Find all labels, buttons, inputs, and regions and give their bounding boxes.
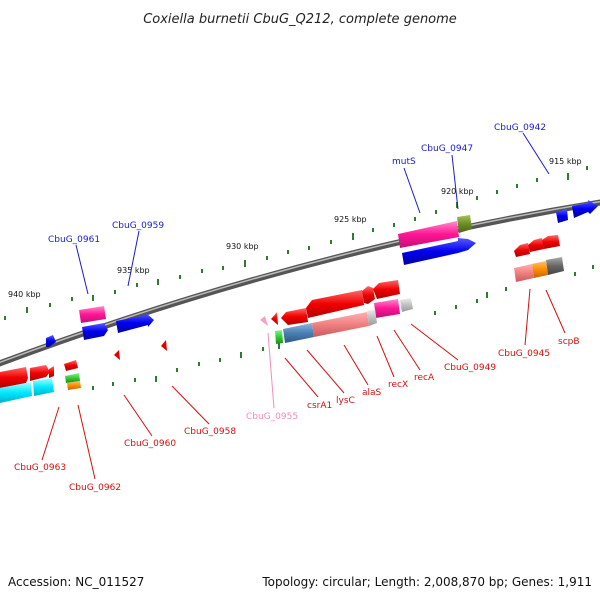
gene-scpb-gray [546, 257, 564, 275]
gene-cbug-0960 [114, 350, 120, 360]
reverse-labels: CbuG_0945 scpB CbuG_0949 recA recX alaS … [14, 288, 580, 493]
gene-cbug-0963-red [0, 367, 28, 388]
gene-cbug-0961b [82, 323, 108, 340]
gene-gray-small [367, 309, 377, 326]
gene-cbug-0945-red2 [528, 238, 544, 252]
label-muts: mutS [392, 157, 416, 167]
outer-ticks [4, 166, 588, 320]
gene-muts [398, 221, 459, 248]
label-cbug-0947: CbuG_0947 [421, 144, 473, 154]
label-scpb: scpB [558, 337, 580, 347]
label-recx: recX [388, 380, 408, 390]
gene-recx [362, 286, 375, 304]
footer-accession: Accession: NC_011527 [8, 575, 144, 589]
gene-cbug-0955 [260, 316, 268, 326]
label-alas: alaS [362, 388, 382, 398]
gene-cbug-0958 [161, 340, 167, 351]
gene-muts-blue [402, 238, 476, 265]
scale-label-930: 930 kbp [226, 242, 259, 251]
label-cbug-0960: CbuG_0960 [124, 439, 176, 449]
forward-genes [46, 200, 598, 347]
forward-labels: CbuG_0942 CbuG_0947 mutS CbuG_0959 CbuG_… [48, 123, 550, 295]
label-cbug-0942: CbuG_0942 [494, 123, 546, 133]
gene-cbug-0963 [0, 382, 32, 403]
gene-green-small [275, 330, 283, 344]
gene-cbug-0945 [514, 264, 534, 282]
label-cbug-0949: CbuG_0949 [444, 363, 496, 373]
footer-topology: Topology: circular; Length: 2,008,870 bp… [261, 575, 592, 589]
reverse-genes [0, 235, 564, 403]
gene-cbug-0945-red [514, 243, 530, 257]
label-cbug-0961: CbuG_0961 [48, 235, 100, 245]
label-cbug-0958: CbuG_0958 [184, 427, 236, 437]
gene-scpb [532, 261, 548, 278]
label-cbug-0959: CbuG_0959 [112, 221, 164, 231]
scale-label-935: 935 kbp [117, 266, 150, 275]
gene-reca [373, 280, 400, 299]
label-cbug-0963: CbuG_0963 [14, 463, 66, 473]
gene-cbug-0963-red2 [30, 365, 50, 381]
map-title: Coxiella burnetii CbuG_Q212, complete ge… [143, 12, 457, 27]
inner-ticks [92, 265, 594, 390]
label-cbug-0945: CbuG_0945 [498, 349, 550, 359]
gene-reca-b [374, 299, 400, 318]
scale-label-925: 925 kbp [334, 215, 367, 224]
label-cbug-0955: CbuG_0955 [246, 412, 298, 422]
gene-cbug-0961 [79, 306, 106, 323]
gene-cbug-0963b [33, 378, 54, 396]
gene-alas [306, 290, 364, 318]
gene-cbug-0962 [67, 381, 81, 390]
gene-cbug-0942b [572, 200, 598, 218]
label-cbug-0962: CbuG_0962 [69, 483, 121, 493]
gene-cbug-0962-green [65, 373, 80, 383]
gene-cbug-0962-red [64, 360, 78, 371]
label-reca: recA [414, 373, 435, 383]
gene-steel-bar [283, 323, 314, 343]
gene-salmon-bar [312, 312, 369, 337]
gene-lysc [281, 308, 308, 325]
gene-cbug-0942 [556, 209, 568, 223]
scale-label-920: 920 kbp [441, 187, 474, 196]
label-lysc: lysC [336, 396, 355, 406]
scale-label-940: 940 kbp [8, 290, 41, 299]
gene-cbug-0959 [116, 313, 154, 333]
gene-cbug-0963-red3 [49, 366, 54, 378]
label-csra1: csrA1 [307, 401, 332, 411]
gene-forward-left [46, 335, 56, 347]
gene-cbug-0949 [400, 298, 413, 312]
gene-cbug-0947 [457, 215, 472, 233]
gene-csra1 [271, 312, 278, 325]
genome-backbone [0, 199, 600, 367]
gene-cbug-0945-red3 [542, 235, 560, 249]
scale-label-915: 915 kbp [549, 157, 582, 166]
